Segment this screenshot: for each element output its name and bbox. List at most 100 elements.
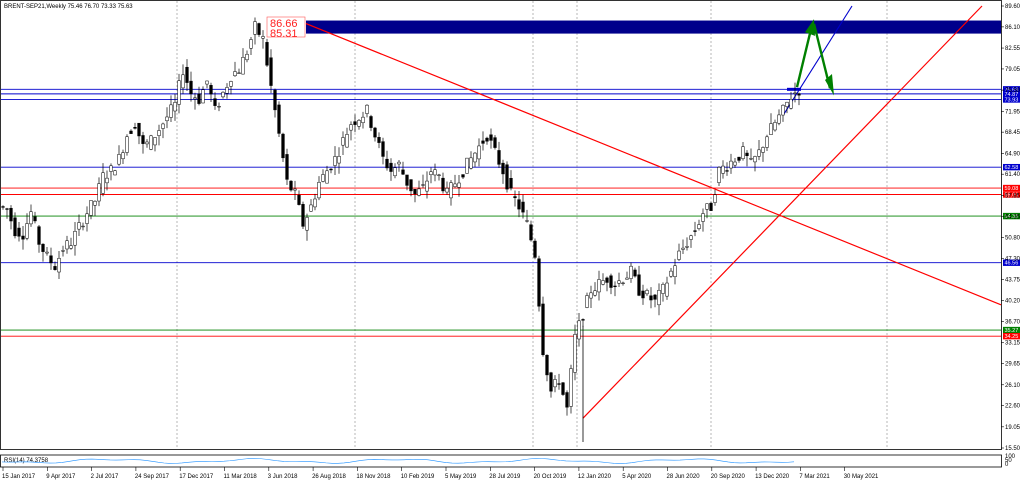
candle-body [205,80,209,85]
price-tick-label: 57.85 [1005,193,1021,199]
time-tick-label: 11 Mar 2018 [224,474,258,480]
candle-body [325,170,329,184]
candle-body [681,247,685,250]
arrow-down-shaft [812,23,832,89]
candle-body [165,116,169,122]
candle-body [49,255,53,264]
candle-body [617,280,621,284]
candle-body [213,98,217,106]
candle-body [625,277,629,280]
candle-body [109,165,113,172]
candle-body [365,104,369,114]
candle-body [713,194,717,203]
candle-body [293,188,297,191]
candle-body [537,258,541,307]
price-tick-label: 22.60 [1005,404,1021,410]
peak-label-box [266,16,306,38]
candle-body [317,182,321,199]
candle-body [733,161,737,166]
candle-body [113,170,117,176]
price-tick-label: 79.05 [1005,67,1021,73]
candle-body [549,372,553,392]
time-tick-label: 2 Jul 2017 [91,474,119,480]
price-tick-label: 33.15 [1005,341,1021,347]
time-tick-label: 15 Jan 2017 [2,474,36,480]
candle-body [721,165,725,174]
candle-body [661,284,665,294]
candle-body [353,121,357,125]
candle-body [149,135,153,150]
price-tick-label: 40.20 [1005,299,1021,305]
candle-body [77,222,81,230]
candle-body [749,158,753,160]
time-tick-label: 3 Jun 2018 [268,474,298,480]
candle-body [453,183,457,188]
vertical-gridlines [176,1,888,449]
candle-body [125,136,129,153]
candle-body [401,169,405,175]
candle-body [701,213,705,222]
time-tick-label: 13 Dec 2020 [755,474,790,480]
candle-body [649,295,653,301]
candle-body [741,146,745,159]
candle-body [193,97,197,100]
level-badge [1003,86,1020,93]
candle-body [769,123,773,135]
candle-body [313,198,317,208]
candle-body [469,157,473,169]
candle-body [177,80,181,105]
candle-body [377,137,381,143]
level-badge [1003,259,1020,266]
candle-body [85,213,89,224]
candle-body [597,279,601,293]
candle-body [413,189,417,195]
time-tick-label: 10 Feb 2019 [401,474,435,480]
candle-body [145,141,149,145]
price-tick-label: 75.50 [1005,88,1021,94]
candle-body [369,116,373,128]
candle-body [217,106,221,108]
candle-body [397,161,401,165]
candle-body [345,134,349,148]
candle-body [513,196,517,199]
time-tick-label: 28 Jul 2019 [489,474,521,480]
candle-body [181,74,185,89]
rsi-line [1,458,795,464]
candle-body [81,225,85,228]
candle-body [753,156,757,163]
level-badge-label: 46.56 [1005,261,1019,267]
time-tick-label: 24 Sep 2017 [135,474,170,480]
candle-body [265,42,269,66]
candle-body [393,167,397,177]
candle-body [21,235,25,240]
candle-body [261,36,265,39]
rsi-frame [0,454,1002,468]
candle-body [329,168,333,171]
candle-body [517,199,521,210]
candle-body [737,156,741,161]
candle-body [725,170,729,172]
level-badge [1003,96,1020,103]
candle-body [601,280,605,285]
candle-body [705,203,709,210]
candle-body [441,177,445,192]
rsi-tick-label: 50 [1005,458,1012,464]
candle-body [9,207,13,222]
time-tick-label: 7 Mar 2021 [799,474,830,480]
candle-body [685,246,689,248]
candle-body [405,174,409,186]
candle-body [241,57,245,75]
candle-body [773,122,777,131]
candle-body [457,182,461,188]
candle-body [281,133,285,159]
candle-body [657,289,661,306]
level-badge [1003,90,1020,98]
level-badge [1003,163,1020,171]
candle-body [589,292,593,299]
candle-body [41,243,45,252]
candles [1,17,801,443]
candle-body [573,334,577,373]
candle-body [73,231,77,246]
